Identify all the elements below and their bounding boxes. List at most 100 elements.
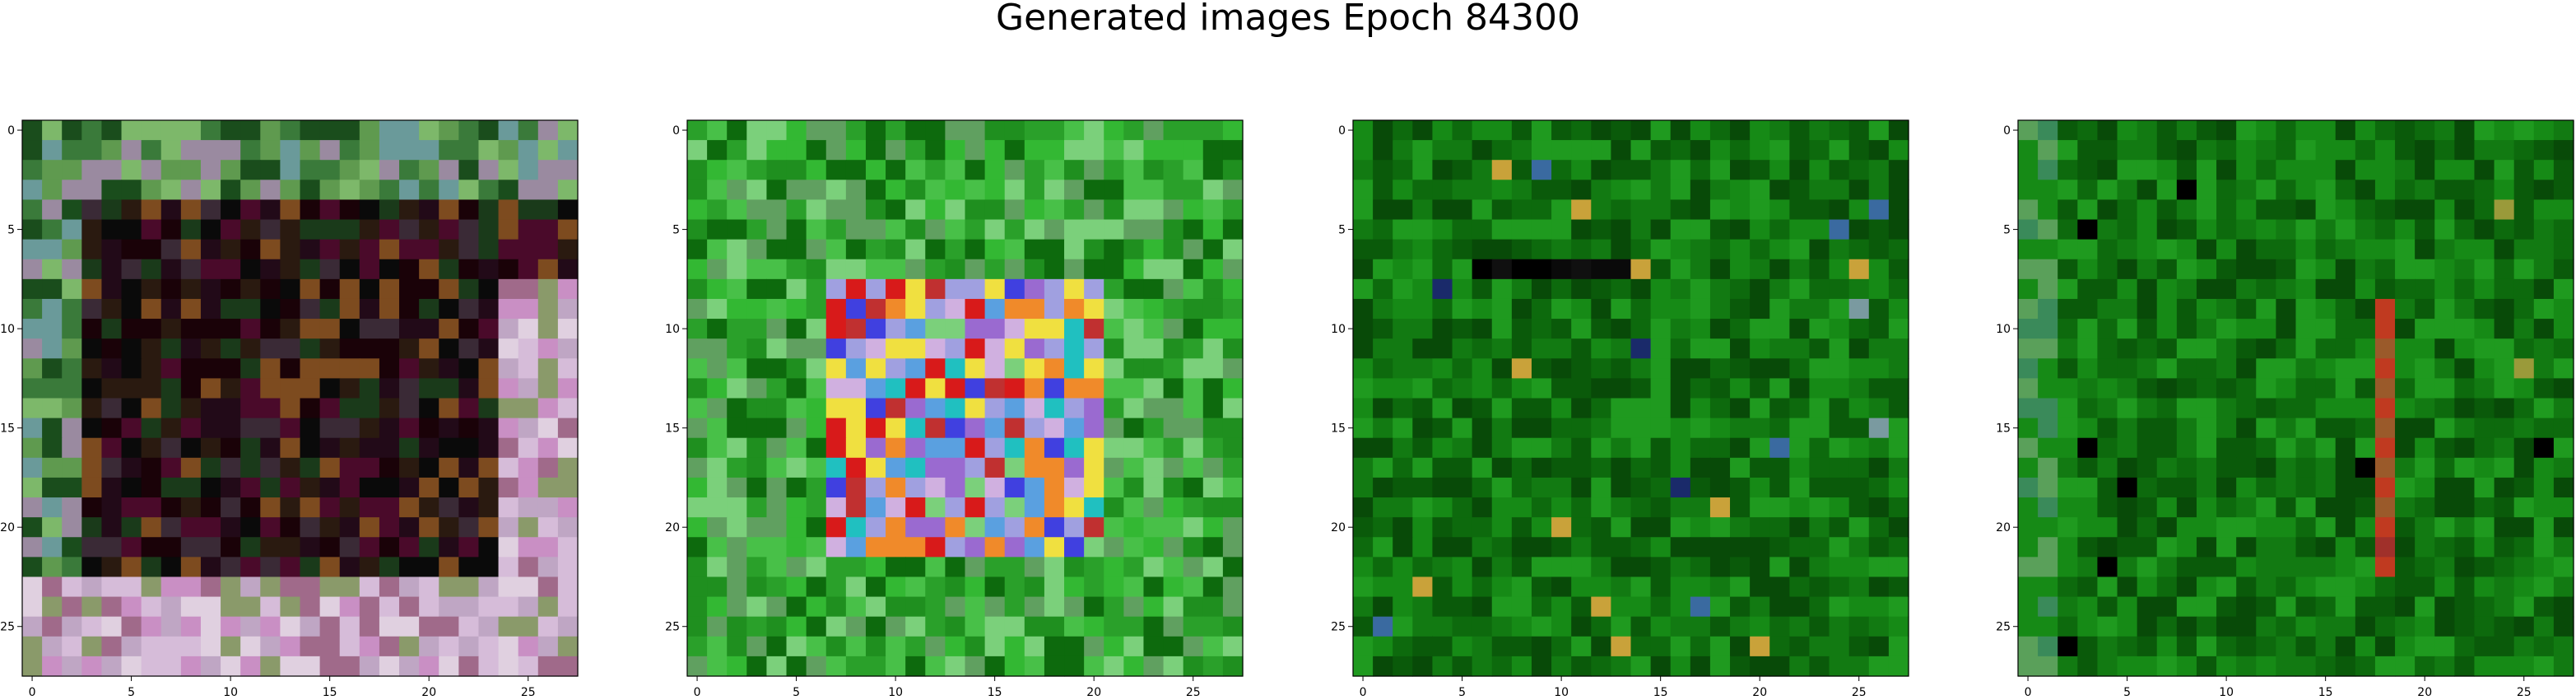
pixel-cell: [746, 338, 768, 359]
pixel-cell: [1690, 537, 1711, 558]
pixel-cell: [81, 338, 103, 359]
pixel-cell: [925, 319, 946, 339]
pixel-cell: [1123, 437, 1145, 459]
x-tick-label: 15: [2318, 686, 2333, 699]
pixel-cell: [2097, 298, 2118, 320]
pixel-cell: [2494, 298, 2515, 320]
pixel-cell: [359, 398, 380, 419]
pixel-cell: [2553, 636, 2574, 657]
pixel-cell: [2038, 596, 2058, 618]
pixel-cell: [1730, 418, 1751, 439]
pixel-cell: [2097, 199, 2118, 221]
pixel-cell: [101, 160, 123, 180]
pixel-cell: [2276, 298, 2297, 320]
pixel-cell: [1630, 557, 1652, 578]
pixel-cell: [925, 358, 946, 379]
pixel-cell: [2494, 239, 2515, 260]
pixel-cell: [2038, 477, 2058, 498]
pixel-cell: [1709, 120, 1731, 141]
pixel-cell: [1551, 239, 1572, 260]
pixel-cell: [2295, 437, 2317, 459]
pixel-cell: [2256, 557, 2276, 578]
pixel-cell: [1432, 378, 1453, 399]
pixel-cell: [746, 140, 768, 161]
pixel-cell: [1064, 398, 1085, 419]
pixel-cell: [1531, 338, 1552, 359]
pixel-cell: [1630, 596, 1652, 618]
pixel-cell: [945, 537, 966, 558]
pixel-cell: [1551, 437, 1572, 459]
pixel-cell: [141, 160, 162, 180]
pixel-cell: [260, 557, 281, 578]
pixel-cell: [1491, 319, 1513, 339]
pixel-cell: [2077, 576, 2099, 598]
pixel-cell: [1571, 537, 1592, 558]
pixel-cell: [1491, 517, 1513, 538]
pixel-cell: [101, 457, 123, 478]
pixel-cell: [2374, 199, 2396, 221]
pixel-cell: [1690, 140, 1711, 161]
pixel-cell: [280, 636, 301, 657]
pixel-cell: [2216, 437, 2237, 459]
pixel-cell: [1531, 259, 1552, 280]
pixel-cell: [845, 398, 867, 419]
pixel-cell: [1829, 616, 1850, 637]
pixel-cell: [2018, 636, 2039, 657]
pixel-cell: [2553, 120, 2574, 141]
pixel-cell: [1491, 398, 1513, 419]
pixel-cell: [42, 437, 63, 459]
pixel-cell: [1868, 180, 1890, 201]
pixel-cell: [359, 239, 380, 260]
pixel-cell: [1888, 338, 1909, 359]
pixel-cell: [2018, 517, 2039, 538]
pixel-cell: [22, 557, 43, 578]
pixel-cell: [1222, 616, 1244, 637]
pixel-cell: [1591, 636, 1611, 657]
pixel-cell: [1202, 616, 1224, 637]
pixel-cell: [280, 278, 301, 300]
pixel-cell: [945, 636, 966, 657]
pixel-cell: [2355, 656, 2376, 677]
pixel-cell: [280, 338, 301, 359]
pixel-cell: [1123, 358, 1145, 379]
pixel-cell: [537, 199, 559, 221]
pixel-cell: [746, 199, 768, 221]
pixel-cell: [1183, 378, 1204, 399]
pixel-cell: [1789, 219, 1811, 240]
pixel-cell: [1412, 537, 1434, 558]
pixel-cell: [62, 338, 82, 359]
pixel-cell: [1670, 418, 1691, 439]
pixel-cell: [766, 358, 788, 379]
pixel-cell: [1084, 160, 1104, 180]
pixel-cell: [1432, 398, 1453, 419]
pixel-cell: [478, 497, 500, 518]
pixel-cell: [1044, 596, 1065, 618]
pixel-cell: [141, 437, 162, 459]
pixel-cell: [965, 437, 986, 459]
pixel-cell: [825, 259, 847, 280]
pixel-cell: [727, 517, 747, 538]
pixel-cell: [1024, 180, 1045, 201]
pixel-cell: [22, 259, 43, 280]
pixel-cell: [2018, 199, 2039, 221]
pixel-cell: [1630, 537, 1652, 558]
pixel-cell: [280, 239, 301, 260]
pixel-cell: [1670, 596, 1691, 618]
pixel-cell: [984, 557, 1006, 578]
pixel-cell: [1353, 537, 1374, 558]
pixel-cell: [498, 557, 519, 578]
pixel-cell: [537, 656, 559, 677]
pixel-cell: [2256, 259, 2276, 280]
pixel-cell: [1491, 160, 1513, 180]
pixel-cell: [2355, 219, 2376, 240]
pixel-cell: [1452, 338, 1473, 359]
pixel-cell: [945, 239, 966, 260]
pixel-cell: [478, 616, 500, 637]
pixel-cell: [1472, 259, 1493, 280]
pixel-cell: [1222, 418, 1244, 439]
pixel-cell: [1848, 557, 1870, 578]
pixel-cell: [2513, 338, 2535, 359]
pixel-cell: [2117, 497, 2138, 518]
pixel-cell: [101, 180, 123, 201]
pixel-cell: [300, 398, 321, 419]
